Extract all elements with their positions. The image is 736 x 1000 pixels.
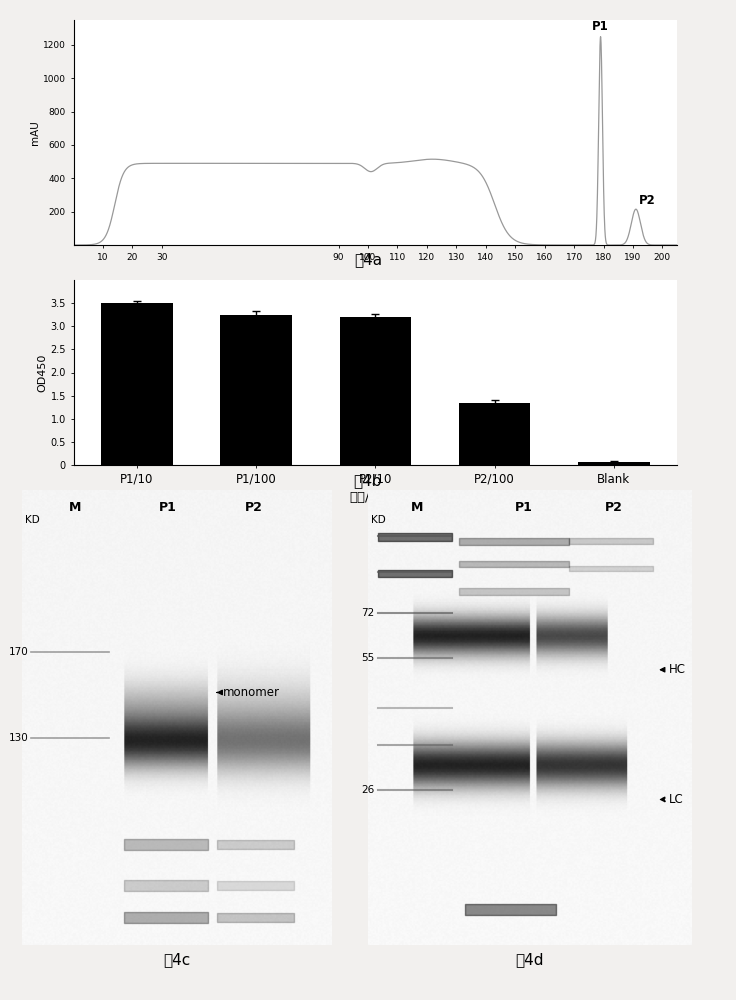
Text: monomer: monomer (217, 686, 280, 699)
Text: 26: 26 (361, 785, 375, 795)
Text: KD: KD (25, 515, 40, 525)
Text: M: M (68, 501, 81, 514)
Text: P2: P2 (245, 501, 263, 514)
Bar (220, 315, 292, 465)
Text: HC: HC (660, 663, 686, 676)
Text: P2: P2 (605, 501, 623, 514)
Text: 图4c: 图4c (163, 952, 191, 967)
Y-axis label: mAU: mAU (30, 120, 40, 145)
Y-axis label: OD450: OD450 (38, 353, 48, 392)
Text: 图4a: 图4a (354, 252, 382, 267)
Text: 图4b: 图4b (354, 473, 382, 488)
Text: 55: 55 (361, 653, 375, 663)
Text: P1: P1 (158, 501, 177, 514)
Text: 图4d: 图4d (516, 952, 544, 967)
Text: P2: P2 (639, 194, 656, 207)
Text: KD: KD (371, 515, 386, 525)
Text: P1: P1 (514, 501, 532, 514)
Text: M: M (411, 501, 422, 514)
Bar (101, 303, 173, 465)
Text: LC: LC (660, 793, 684, 806)
Bar (459, 403, 531, 465)
Text: 130: 130 (9, 733, 28, 743)
X-axis label: 峰数/稼释倍数: 峰数/稼释倍数 (349, 491, 402, 504)
Text: 72: 72 (361, 608, 375, 618)
Bar (578, 462, 650, 465)
Bar (339, 317, 411, 465)
Text: P1: P1 (592, 20, 609, 33)
Text: 170: 170 (9, 647, 28, 657)
